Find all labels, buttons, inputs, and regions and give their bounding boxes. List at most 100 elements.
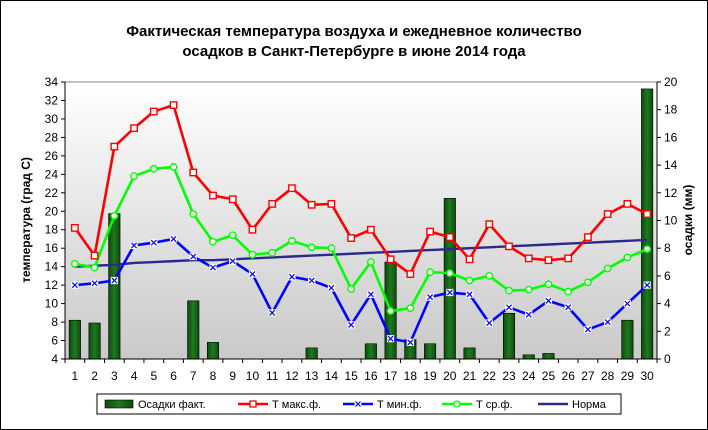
tmax-point-day-28 <box>603 210 612 218</box>
x-tick-label-23: 23 <box>502 369 516 383</box>
y-left-tick-label-6: 6 <box>51 334 58 348</box>
x-tick-label-20: 20 <box>443 369 457 383</box>
x-tick-label-5: 5 <box>150 369 157 383</box>
tmin-point-day-18 <box>407 339 414 346</box>
y-left-tick-label-20: 20 <box>45 204 59 218</box>
tmax-point-day-15 <box>347 234 356 242</box>
tmin-point-day-24 <box>525 311 532 318</box>
tavg-point-day-5 <box>149 164 158 173</box>
tavg-point-day-28 <box>603 264 612 273</box>
x-tick-label-26: 26 <box>562 369 576 383</box>
y-left-tick-label-34: 34 <box>45 75 59 89</box>
y-right-tick-label-6: 6 <box>664 269 671 283</box>
y-left-tick-label-16: 16 <box>45 241 59 255</box>
precip-bar-day-24 <box>522 354 535 360</box>
x-tick-label-11: 11 <box>266 369 279 383</box>
tavg-point-day-9 <box>228 231 237 240</box>
tavg-point-day-29 <box>623 253 632 262</box>
tmax-point-day-27 <box>584 233 592 242</box>
tavg-point-day-19 <box>426 268 434 277</box>
legend-label-tmax: Т макс.ф. <box>272 399 321 411</box>
x-tick-label-8: 8 <box>210 369 217 383</box>
tmin-point-day-30 <box>644 282 651 289</box>
tavg-point-day-6 <box>169 163 178 171</box>
tmax-point-day-4 <box>130 124 138 133</box>
tmax-point-day-26 <box>564 254 573 263</box>
y-left-tick-label-4: 4 <box>51 352 58 366</box>
tmax-point-day-25 <box>544 256 553 265</box>
y-left-tick-label-32: 32 <box>45 93 59 107</box>
tavg-point-day-20 <box>445 269 454 278</box>
x-tick-label-1: 1 <box>72 369 79 383</box>
chart-title-line2: осадков в Санкт-Петербурге в июне 2014 г… <box>182 43 526 60</box>
tmin-point-day-6 <box>170 235 177 242</box>
tmax-point-day-11 <box>268 199 277 208</box>
x-tick-label-14: 14 <box>325 369 339 383</box>
precip-bar-day-19 <box>424 343 437 360</box>
tmax-point-day-5 <box>149 107 158 116</box>
tmax-point-day-30 <box>643 210 652 218</box>
tmin-point-day-15 <box>348 321 355 328</box>
tmax-point-day-3 <box>110 142 119 151</box>
y-left-tick-label-12: 12 <box>45 278 59 292</box>
y-right-tick-label-16: 16 <box>664 130 678 144</box>
legend-label-tmin: Т мин.ф. <box>377 399 422 411</box>
legend-marker-tavg <box>453 400 461 408</box>
legend: Осадки факт. Т макс.ф. Т мин.ф. Т ср.ф. Норм… <box>96 393 622 415</box>
x-tick-label-18: 18 <box>404 369 418 383</box>
tmax-point-day-20 <box>445 233 454 242</box>
x-tick-label-6: 6 <box>170 369 177 383</box>
tavg-point-day-21 <box>465 276 474 285</box>
tavg-point-day-1 <box>70 259 79 268</box>
tmin-point-day-23 <box>505 304 513 311</box>
tavg-point-day-30 <box>643 245 652 254</box>
x-tick-label-19: 19 <box>423 369 437 383</box>
tmax-point-day-13 <box>307 200 316 209</box>
tavg-point-day-4 <box>130 172 138 181</box>
y-axis-right-label: осадки (мм) <box>681 185 695 256</box>
tmin-point-day-13 <box>308 277 315 284</box>
y-right-tick-label-4: 4 <box>664 297 671 311</box>
precip-bar-day-25 <box>542 353 555 360</box>
tmin-point-day-26 <box>565 304 572 311</box>
tmin-point-day-20 <box>446 289 453 296</box>
tavg-point-day-22 <box>485 271 494 280</box>
precip-bar-day-30 <box>641 88 654 360</box>
tavg-point-day-25 <box>544 280 553 289</box>
tavg-point-day-16 <box>366 258 375 266</box>
precip-bar-day-7 <box>187 300 200 360</box>
tavg-point-day-23 <box>505 286 513 295</box>
tavg-point-day-13 <box>307 243 316 252</box>
x-tick-label-7: 7 <box>190 369 197 383</box>
y-axis-left-label: температура (град С) <box>19 157 33 283</box>
precip-bar-day-16 <box>364 343 377 360</box>
precip-bar-day-23 <box>502 312 516 360</box>
x-tick-label-30: 30 <box>640 369 654 383</box>
legend-label-tavg: Т ср.ф. <box>476 399 513 411</box>
tmin-point-day-27 <box>584 326 591 333</box>
tmax-point-day-19 <box>426 227 434 236</box>
tmin-point-day-29 <box>624 300 631 307</box>
y-right-tick-label-18: 18 <box>664 103 678 117</box>
tavg-point-day-24 <box>524 285 533 294</box>
x-tick-label-3: 3 <box>111 369 118 383</box>
tavg-point-day-3 <box>110 211 119 220</box>
precip-bar-day-21 <box>463 347 476 360</box>
tavg-point-day-7 <box>189 210 198 218</box>
tavg-point-day-18 <box>406 304 415 313</box>
x-tick-label-4: 4 <box>131 369 138 383</box>
x-tick-label-29: 29 <box>621 369 635 383</box>
y-right-tick-label-2: 2 <box>664 324 671 338</box>
precip-bar-day-2 <box>88 322 101 360</box>
tmax-point-day-18 <box>406 270 415 278</box>
x-tick-label-27: 27 <box>581 369 595 383</box>
tmin-point-day-8 <box>209 264 217 271</box>
y-right-tick-label-8: 8 <box>664 241 671 255</box>
tmin-point-day-7 <box>190 253 197 260</box>
x-tick-label-25: 25 <box>542 369 556 383</box>
x-tick-label-21: 21 <box>463 369 477 383</box>
tavg-point-day-11 <box>268 248 277 257</box>
axes: 4681012141618202224262830323402468101214… <box>45 75 678 383</box>
precip-bar-day-3 <box>108 213 121 360</box>
chart-title-line1: Фактическая температура воздуха и ежедне… <box>126 23 582 40</box>
